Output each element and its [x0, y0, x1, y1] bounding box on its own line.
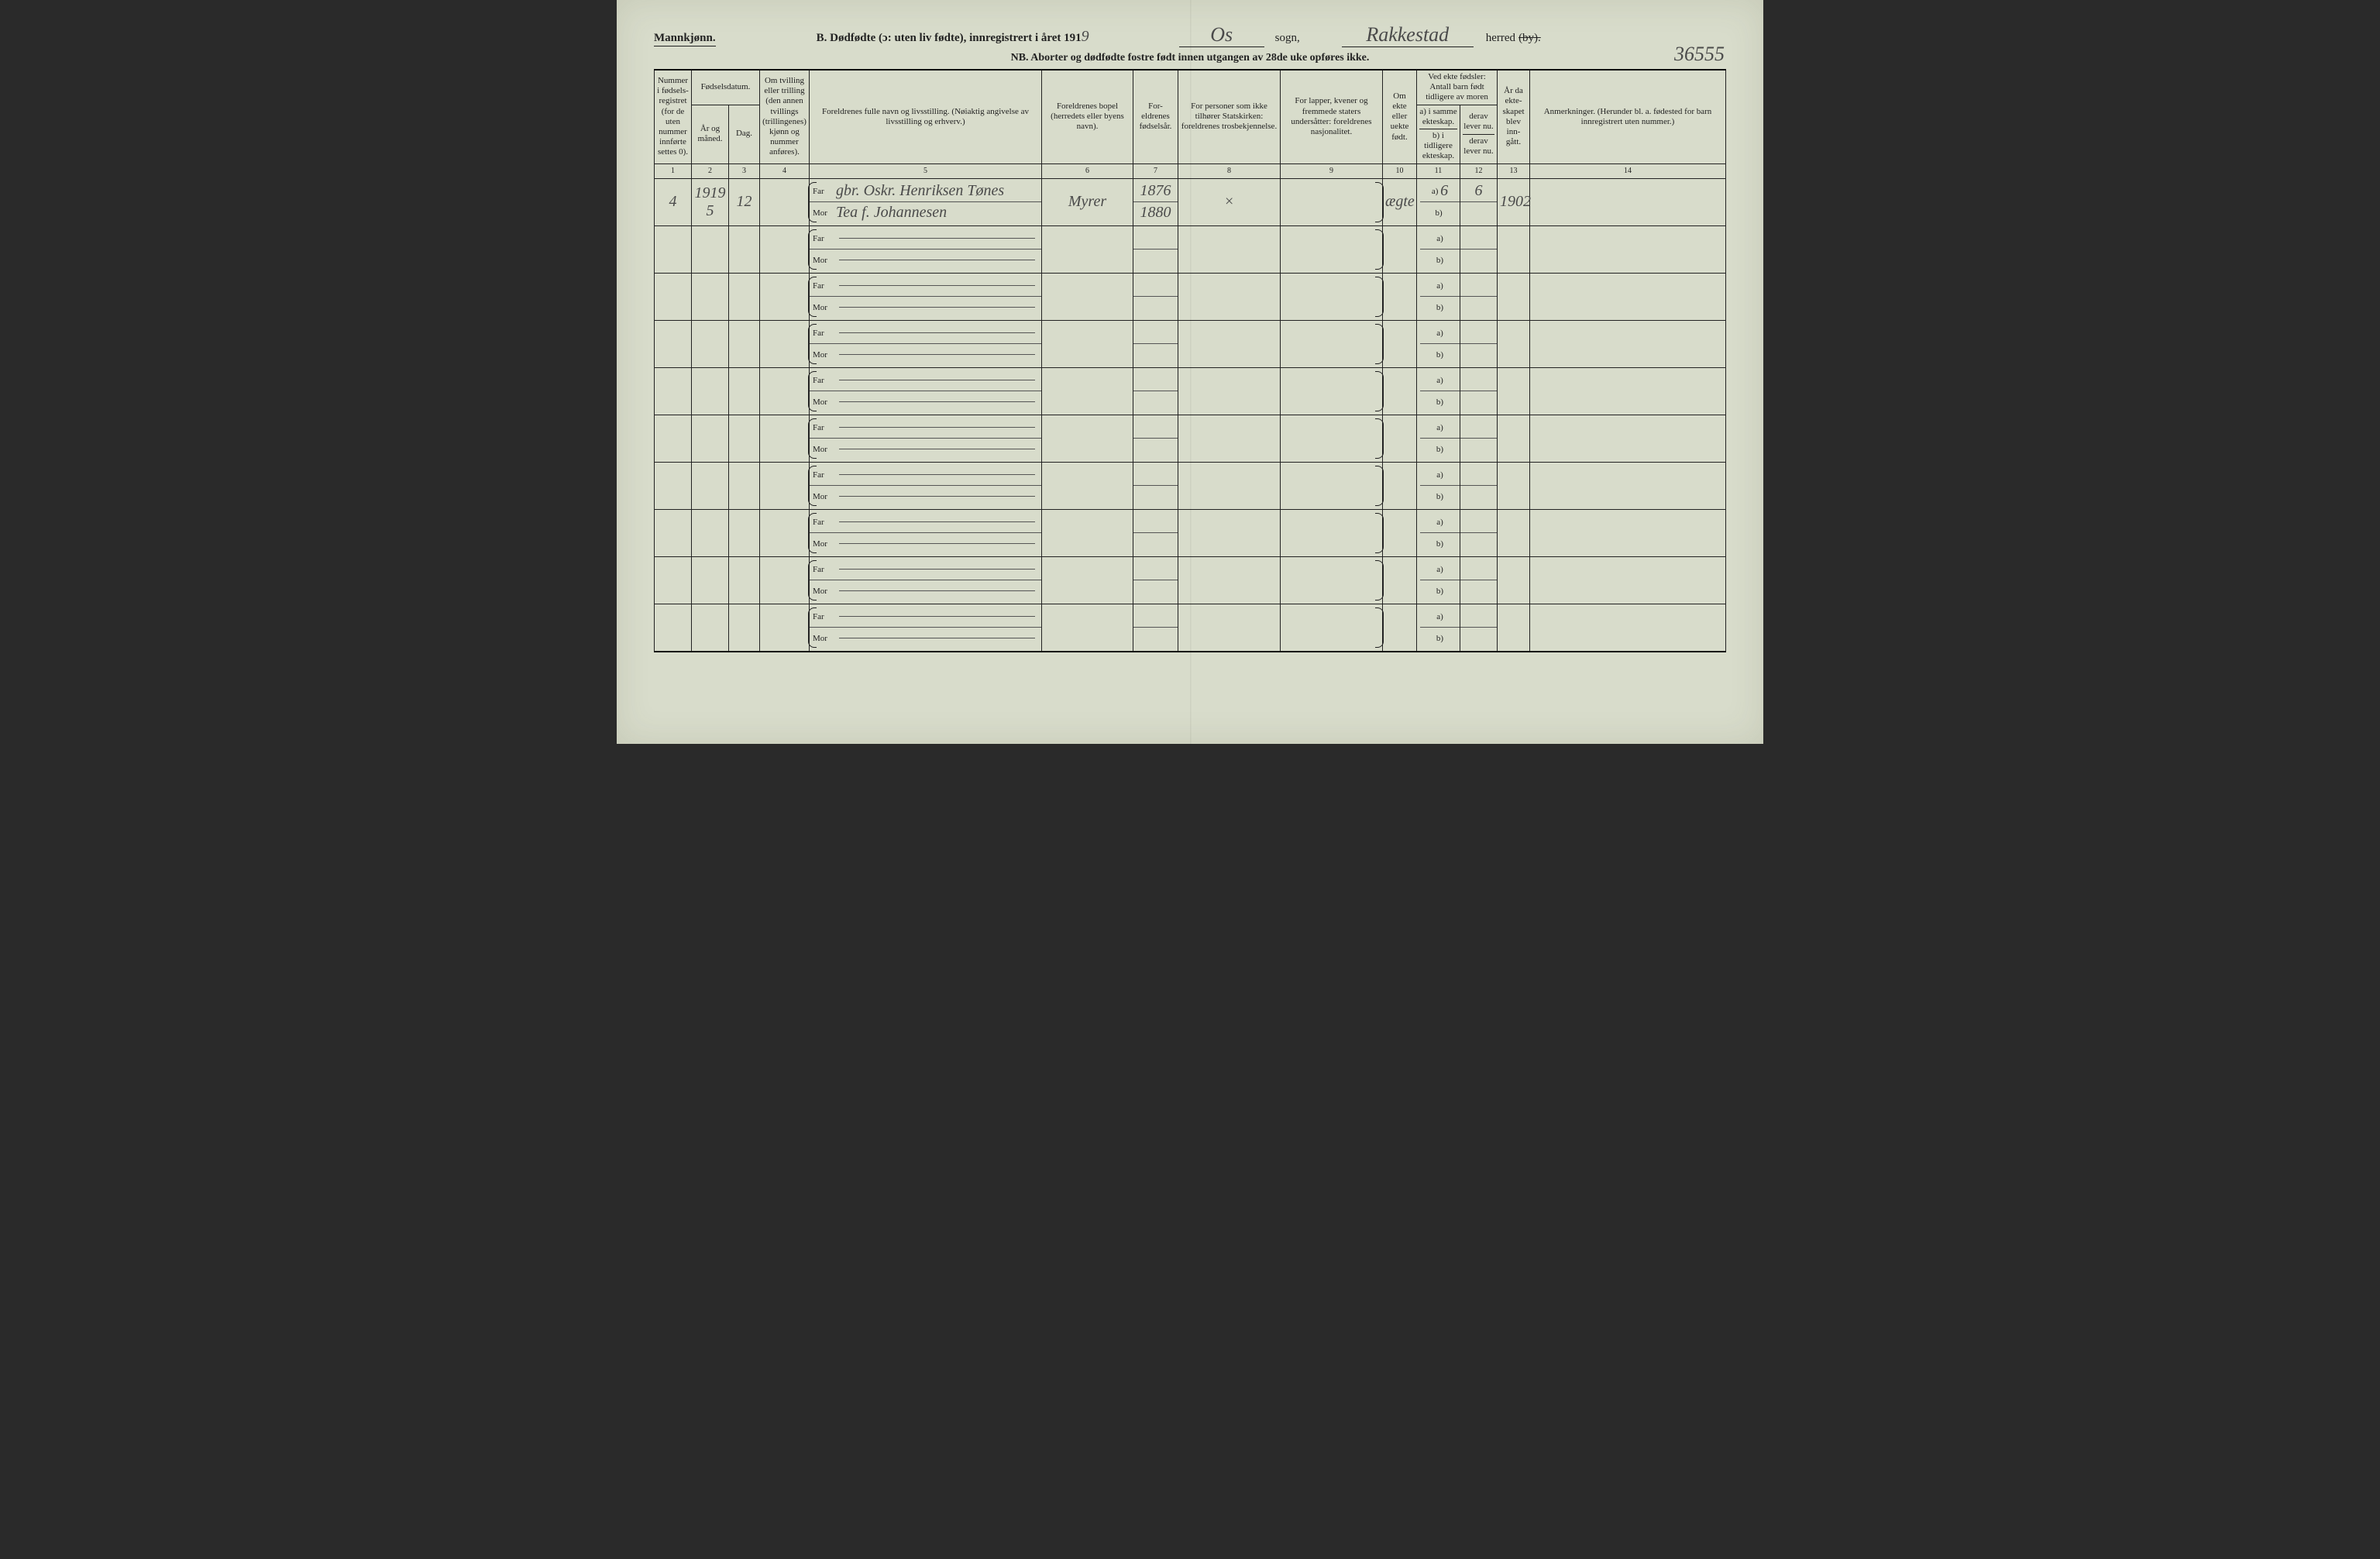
cell-fodselsaar: 1876 1880 — [1133, 178, 1178, 225]
brace-left-icon — [808, 182, 817, 222]
col-8-header: For personer som ikke tilhører Statskirk… — [1178, 70, 1281, 163]
col-10-header: Om ekte eller uekte født. — [1383, 70, 1417, 163]
cell-tvilling — [760, 178, 810, 225]
cell-dag: 12 — [729, 178, 760, 225]
by-strike: (by). — [1518, 32, 1541, 45]
col-7-header: For-eldrenes fødselsår. — [1133, 70, 1178, 163]
col-13-header: År da ekte-skapet blev inn-gått. — [1498, 70, 1530, 163]
col-9-header: For lapper, kvener og fremmede staters u… — [1281, 70, 1383, 163]
mor-name: Tea f. Johannesen — [836, 204, 1038, 222]
col-4-header: Om tvilling eller trilling (den annen tv… — [760, 70, 810, 163]
cell-lever: 6 — [1460, 178, 1498, 225]
cell-ekte: ægte — [1383, 178, 1417, 225]
col-3-header: Dag. — [729, 105, 760, 163]
cell-parents: Far gbr. Oskr. Henriksen Tønes Mor Tea f… — [810, 178, 1042, 225]
col-5-header: Foreldrenes fulle navn og livsstilling. … — [810, 70, 1042, 163]
col-2-header: År og måned. — [692, 105, 729, 163]
cell-tros: × — [1178, 178, 1281, 225]
cell-ekteskap-aar: 1902 — [1498, 178, 1530, 225]
col-1-header: Nummer i fødsels-registret (for de uten … — [655, 70, 692, 163]
col-11-header: a) i samme ekteskap. b) i tidligere ekte… — [1417, 105, 1460, 163]
gender-label: Mannkjønn. — [654, 32, 716, 46]
register-page: Mannkjønn. B. Dødfødte (ɔ: uten liv født… — [617, 0, 1763, 744]
col-6-header: Foreldrenes bopel (herredets eller byens… — [1042, 70, 1133, 163]
cell-nummer: 4 — [655, 178, 692, 225]
form-title: B. Dødfødte (ɔ: uten liv fødte), innregi… — [817, 32, 1082, 45]
cell-antall: a) 6 b) — [1417, 178, 1460, 225]
col-11-top-header: Ved ekte fødsler: Antall barn født tidli… — [1417, 70, 1498, 105]
col-14-header: Anmerkninger. (Herunder bl. a. fødested … — [1530, 70, 1726, 163]
far-name: gbr. Oskr. Henriksen Tønes — [836, 182, 1038, 200]
cell-nasj — [1281, 178, 1383, 225]
herred-value: Rakkestad — [1342, 23, 1474, 47]
cell-anm — [1530, 178, 1726, 225]
sogn-label: sogn, — [1275, 32, 1300, 45]
page-fold — [1190, 0, 1192, 744]
year-handwritten: 9 — [1082, 28, 1089, 46]
cell-bopel: Myrer — [1042, 178, 1133, 225]
cell-aar: 1919 5 — [692, 178, 729, 225]
col-fd-header: Fødselsdatum. — [692, 70, 760, 105]
page-number: 36555 — [1674, 43, 1725, 66]
col-12-header: derav lever nu. derav lever nu. — [1460, 105, 1498, 163]
sogn-value: Os — [1179, 23, 1264, 47]
herred-label: herred — [1486, 32, 1515, 45]
brace-right-icon — [1375, 182, 1384, 222]
